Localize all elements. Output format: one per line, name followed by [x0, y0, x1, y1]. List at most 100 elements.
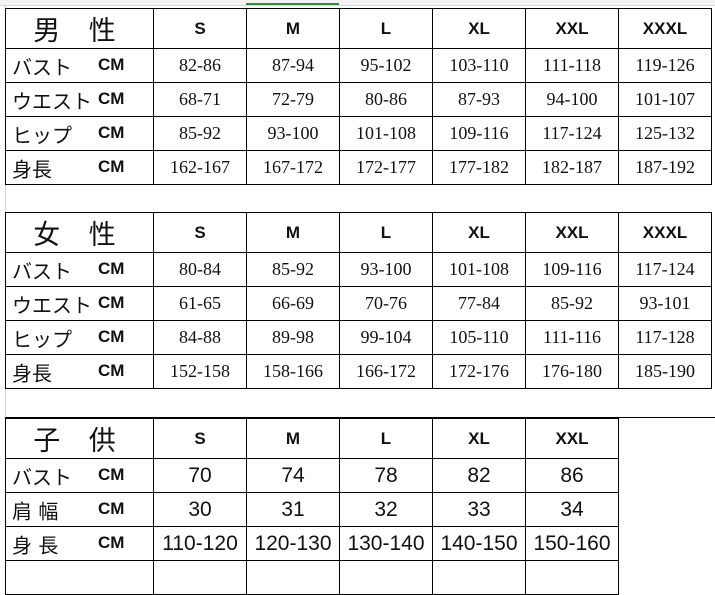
row-label-cell[interactable]: バスト CM: [5, 252, 154, 287]
value-cell[interactable]: 125-132: [618, 116, 712, 151]
row-label-cell[interactable]: ウエスト CM: [5, 286, 154, 321]
size-header-cell[interactable]: XXXL: [618, 8, 712, 49]
size-header-cell[interactable]: XXXL: [618, 212, 712, 253]
value-cell[interactable]: 101-108: [339, 116, 433, 151]
value-cell[interactable]: 111-116: [525, 320, 619, 355]
value-cell[interactable]: 109-116: [525, 252, 619, 287]
value-cell[interactable]: 117-124: [525, 116, 619, 151]
value-cell[interactable]: 70-76: [339, 286, 433, 321]
value-cell[interactable]: 30: [153, 492, 247, 527]
value-cell[interactable]: 166-172: [339, 354, 433, 389]
value-cell[interactable]: 93-100: [246, 116, 340, 151]
unit-label: CM: [98, 54, 125, 74]
value-cell[interactable]: 93-101: [618, 286, 712, 321]
value-cell[interactable]: 172-177: [339, 150, 433, 185]
value-cell[interactable]: 140-150: [432, 526, 526, 561]
value-cell[interactable]: 182-187: [525, 150, 619, 185]
value-cell[interactable]: 72-79: [246, 82, 340, 117]
row-label-cell[interactable]: 身 長 CM: [5, 526, 154, 561]
value-cell[interactable]: 95-102: [339, 48, 433, 83]
value-cell[interactable]: 120-130: [246, 526, 340, 561]
value-cell[interactable]: 87-93: [432, 82, 526, 117]
value-cell[interactable]: 32: [339, 492, 433, 527]
row-label-cell[interactable]: 身長 CM: [5, 354, 154, 389]
value-cell[interactable]: 34: [525, 492, 619, 527]
value-cell[interactable]: 66-69: [246, 286, 340, 321]
value-cell[interactable]: 158-166: [246, 354, 340, 389]
value-cell[interactable]: 185-190: [618, 354, 712, 389]
value-cell[interactable]: 101-107: [618, 82, 712, 117]
value-cell[interactable]: 103-110: [432, 48, 526, 83]
value-cell[interactable]: 176-180: [525, 354, 619, 389]
empty-cell[interactable]: [246, 560, 340, 595]
size-header-cell[interactable]: S: [153, 418, 247, 459]
value-cell[interactable]: 89-98: [246, 320, 340, 355]
table-row: 身長 CM 162-167 167-172 172-177 177-182 182-187 1…: [5, 150, 712, 185]
value-cell[interactable]: 85-92: [525, 286, 619, 321]
value-cell[interactable]: 78: [339, 458, 433, 493]
value-cell[interactable]: 85-92: [246, 252, 340, 287]
value-cell[interactable]: 86: [525, 458, 619, 493]
value-cell[interactable]: 87-94: [246, 48, 340, 83]
size-header-cell[interactable]: L: [339, 8, 433, 49]
value-cell[interactable]: 111-118: [525, 48, 619, 83]
value-cell[interactable]: 80-86: [339, 82, 433, 117]
size-header-cell[interactable]: M: [246, 212, 340, 253]
size-header-cell[interactable]: XXL: [525, 212, 619, 253]
row-label-cell[interactable]: ヒップ CM: [5, 116, 154, 151]
value-cell[interactable]: 117-124: [618, 252, 712, 287]
row-label-cell[interactable]: バスト CM: [5, 48, 154, 83]
value-cell[interactable]: 119-126: [618, 48, 712, 83]
women-size-table: 女 性 S M L XL XXL XXXL バスト CM 80-84 85-92 93-100 101-…: [5, 212, 712, 389]
value-cell[interactable]: 117-128: [618, 320, 712, 355]
size-header-cell[interactable]: M: [246, 418, 340, 459]
row-label-cell[interactable]: ヒップ CM: [5, 320, 154, 355]
value-cell[interactable]: 80-84: [153, 252, 247, 287]
empty-cell[interactable]: [525, 560, 619, 595]
value-cell[interactable]: 109-116: [432, 116, 526, 151]
size-header-cell[interactable]: L: [339, 418, 433, 459]
value-cell[interactable]: 101-108: [432, 252, 526, 287]
value-cell[interactable]: 130-140: [339, 526, 433, 561]
value-cell[interactable]: 68-71: [153, 82, 247, 117]
row-label-cell[interactable]: 身長 CM: [5, 150, 154, 185]
size-header-cell[interactable]: XL: [432, 418, 526, 459]
value-cell[interactable]: 167-172: [246, 150, 340, 185]
empty-cell[interactable]: [5, 560, 154, 595]
size-header-cell[interactable]: XXL: [525, 8, 619, 49]
empty-cell[interactable]: [153, 560, 247, 595]
value-cell[interactable]: 84-88: [153, 320, 247, 355]
value-cell[interactable]: 110-120: [153, 526, 247, 561]
value-cell[interactable]: 31: [246, 492, 340, 527]
size-header-cell[interactable]: S: [153, 212, 247, 253]
value-cell[interactable]: 105-110: [432, 320, 526, 355]
value-cell[interactable]: 187-192: [618, 150, 712, 185]
value-cell[interactable]: 94-100: [525, 82, 619, 117]
size-header-cell[interactable]: S: [153, 8, 247, 49]
value-cell[interactable]: 99-104: [339, 320, 433, 355]
value-cell[interactable]: 33: [432, 492, 526, 527]
size-header-cell[interactable]: M: [246, 8, 340, 49]
value-cell[interactable]: 61-65: [153, 286, 247, 321]
value-cell[interactable]: 152-158: [153, 354, 247, 389]
value-cell[interactable]: 150-160: [525, 526, 619, 561]
size-header-cell[interactable]: L: [339, 212, 433, 253]
value-cell[interactable]: 74: [246, 458, 340, 493]
value-cell[interactable]: 93-100: [339, 252, 433, 287]
value-cell[interactable]: 85-92: [153, 116, 247, 151]
value-cell[interactable]: 82-86: [153, 48, 247, 83]
value-cell[interactable]: 82: [432, 458, 526, 493]
row-label-cell[interactable]: 肩 幅 CM: [5, 492, 154, 527]
value-cell[interactable]: 70: [153, 458, 247, 493]
empty-cell[interactable]: [432, 560, 526, 595]
row-label-cell[interactable]: ウエスト CM: [5, 82, 154, 117]
empty-cell[interactable]: [339, 560, 433, 595]
value-cell[interactable]: 172-176: [432, 354, 526, 389]
size-header-cell[interactable]: XXL: [525, 418, 619, 459]
size-header-cell[interactable]: XL: [432, 8, 526, 49]
value-cell[interactable]: 177-182: [432, 150, 526, 185]
value-cell[interactable]: 77-84: [432, 286, 526, 321]
row-label-cell[interactable]: バスト CM: [5, 458, 154, 493]
size-header-cell[interactable]: XL: [432, 212, 526, 253]
value-cell[interactable]: 162-167: [153, 150, 247, 185]
